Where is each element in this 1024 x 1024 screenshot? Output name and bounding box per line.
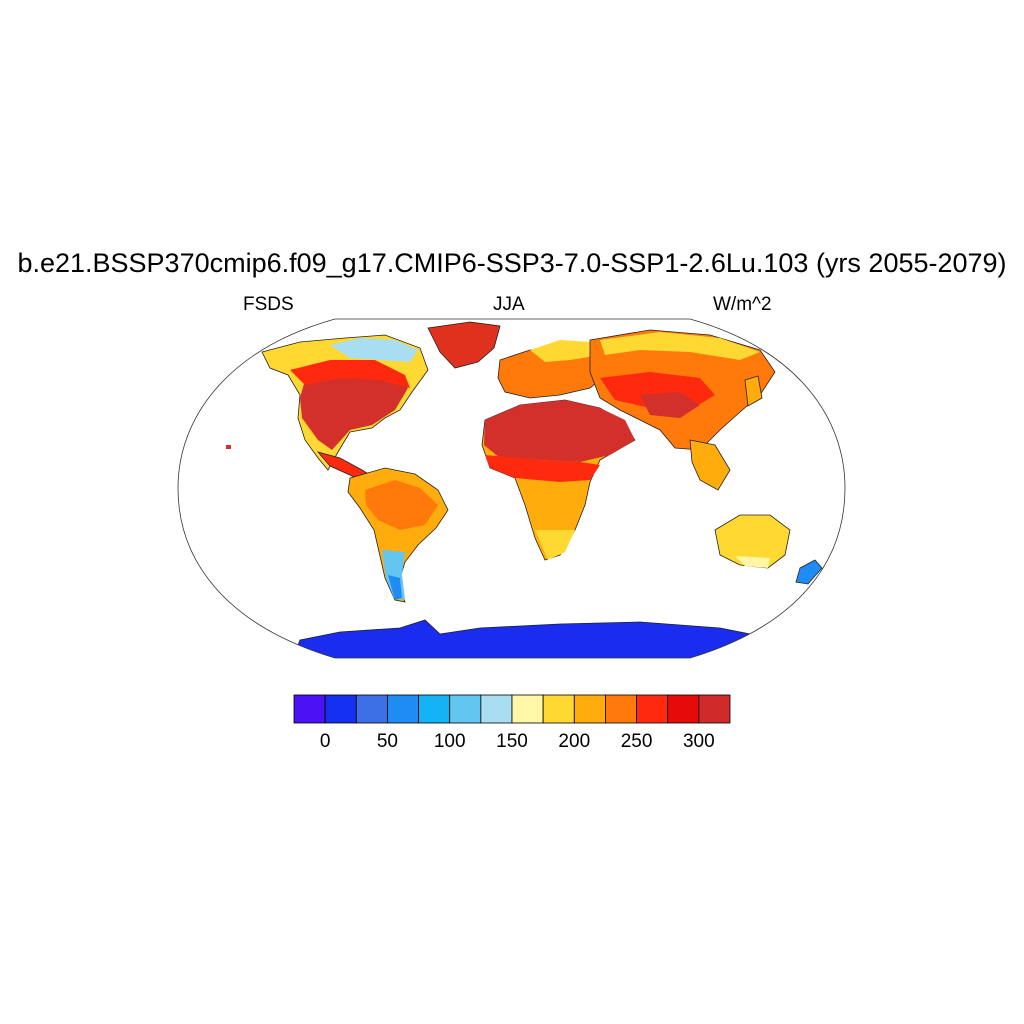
australia-south: [735, 556, 770, 568]
north-america-interior: [300, 370, 408, 450]
colorbar-tick-label: 50: [376, 731, 398, 752]
colorbar-swatch: [573, 694, 606, 724]
siberia-north: [600, 332, 760, 360]
colorbar-swatch: [542, 694, 575, 724]
japan: [744, 375, 763, 407]
antarctica: [289, 619, 761, 658]
tibet: [640, 392, 700, 418]
variable-label: FSDS: [243, 294, 294, 315]
greenland: [427, 321, 501, 369]
colorbar-swatch: [324, 694, 357, 724]
colorbar-swatch: [418, 694, 451, 724]
chart-title: b.e21.BSSP370cmip6.f09_g17.CMIP6-SSP3-7.…: [17, 248, 1007, 278]
southern-africa: [535, 530, 575, 560]
colorbar-swatch: [636, 694, 669, 724]
colorbar-swatch: [355, 694, 388, 724]
colorbar-swatch: [511, 694, 544, 724]
units-label: W/m^2: [713, 294, 772, 315]
colorbar-swatch: [449, 694, 482, 724]
colorbar-tick-label: 300: [682, 731, 715, 752]
colorbar-tick-label: 100: [433, 731, 466, 752]
new-zealand: [795, 559, 823, 585]
colorbar-tick-label: 200: [558, 731, 591, 752]
colorbar-swatch: [480, 694, 513, 724]
north-america-band: [290, 360, 410, 388]
colorbar-swatch: [667, 694, 700, 724]
colorbar-tick-label: 0: [319, 731, 331, 752]
australia: [714, 514, 791, 569]
canada-archipelago: [330, 338, 418, 362]
hawaii: [226, 445, 231, 449]
colorbar-swatch: [605, 694, 637, 724]
colorbar-tick-label: 150: [496, 731, 528, 752]
amazon-region: [365, 480, 438, 530]
map-outline: [177, 318, 846, 659]
colorbar-swatch: [293, 694, 326, 724]
sahel: [485, 455, 600, 482]
patagonia: [388, 575, 402, 600]
colorbar-swatch: [698, 694, 731, 724]
sahara-arabia: [484, 400, 635, 462]
scandinavia: [530, 340, 600, 362]
southeast-asia: [689, 439, 731, 491]
season-label: JJA: [493, 294, 525, 315]
colorbar-tick-label: 250: [620, 731, 653, 752]
colorbar-swatch: [387, 694, 419, 724]
